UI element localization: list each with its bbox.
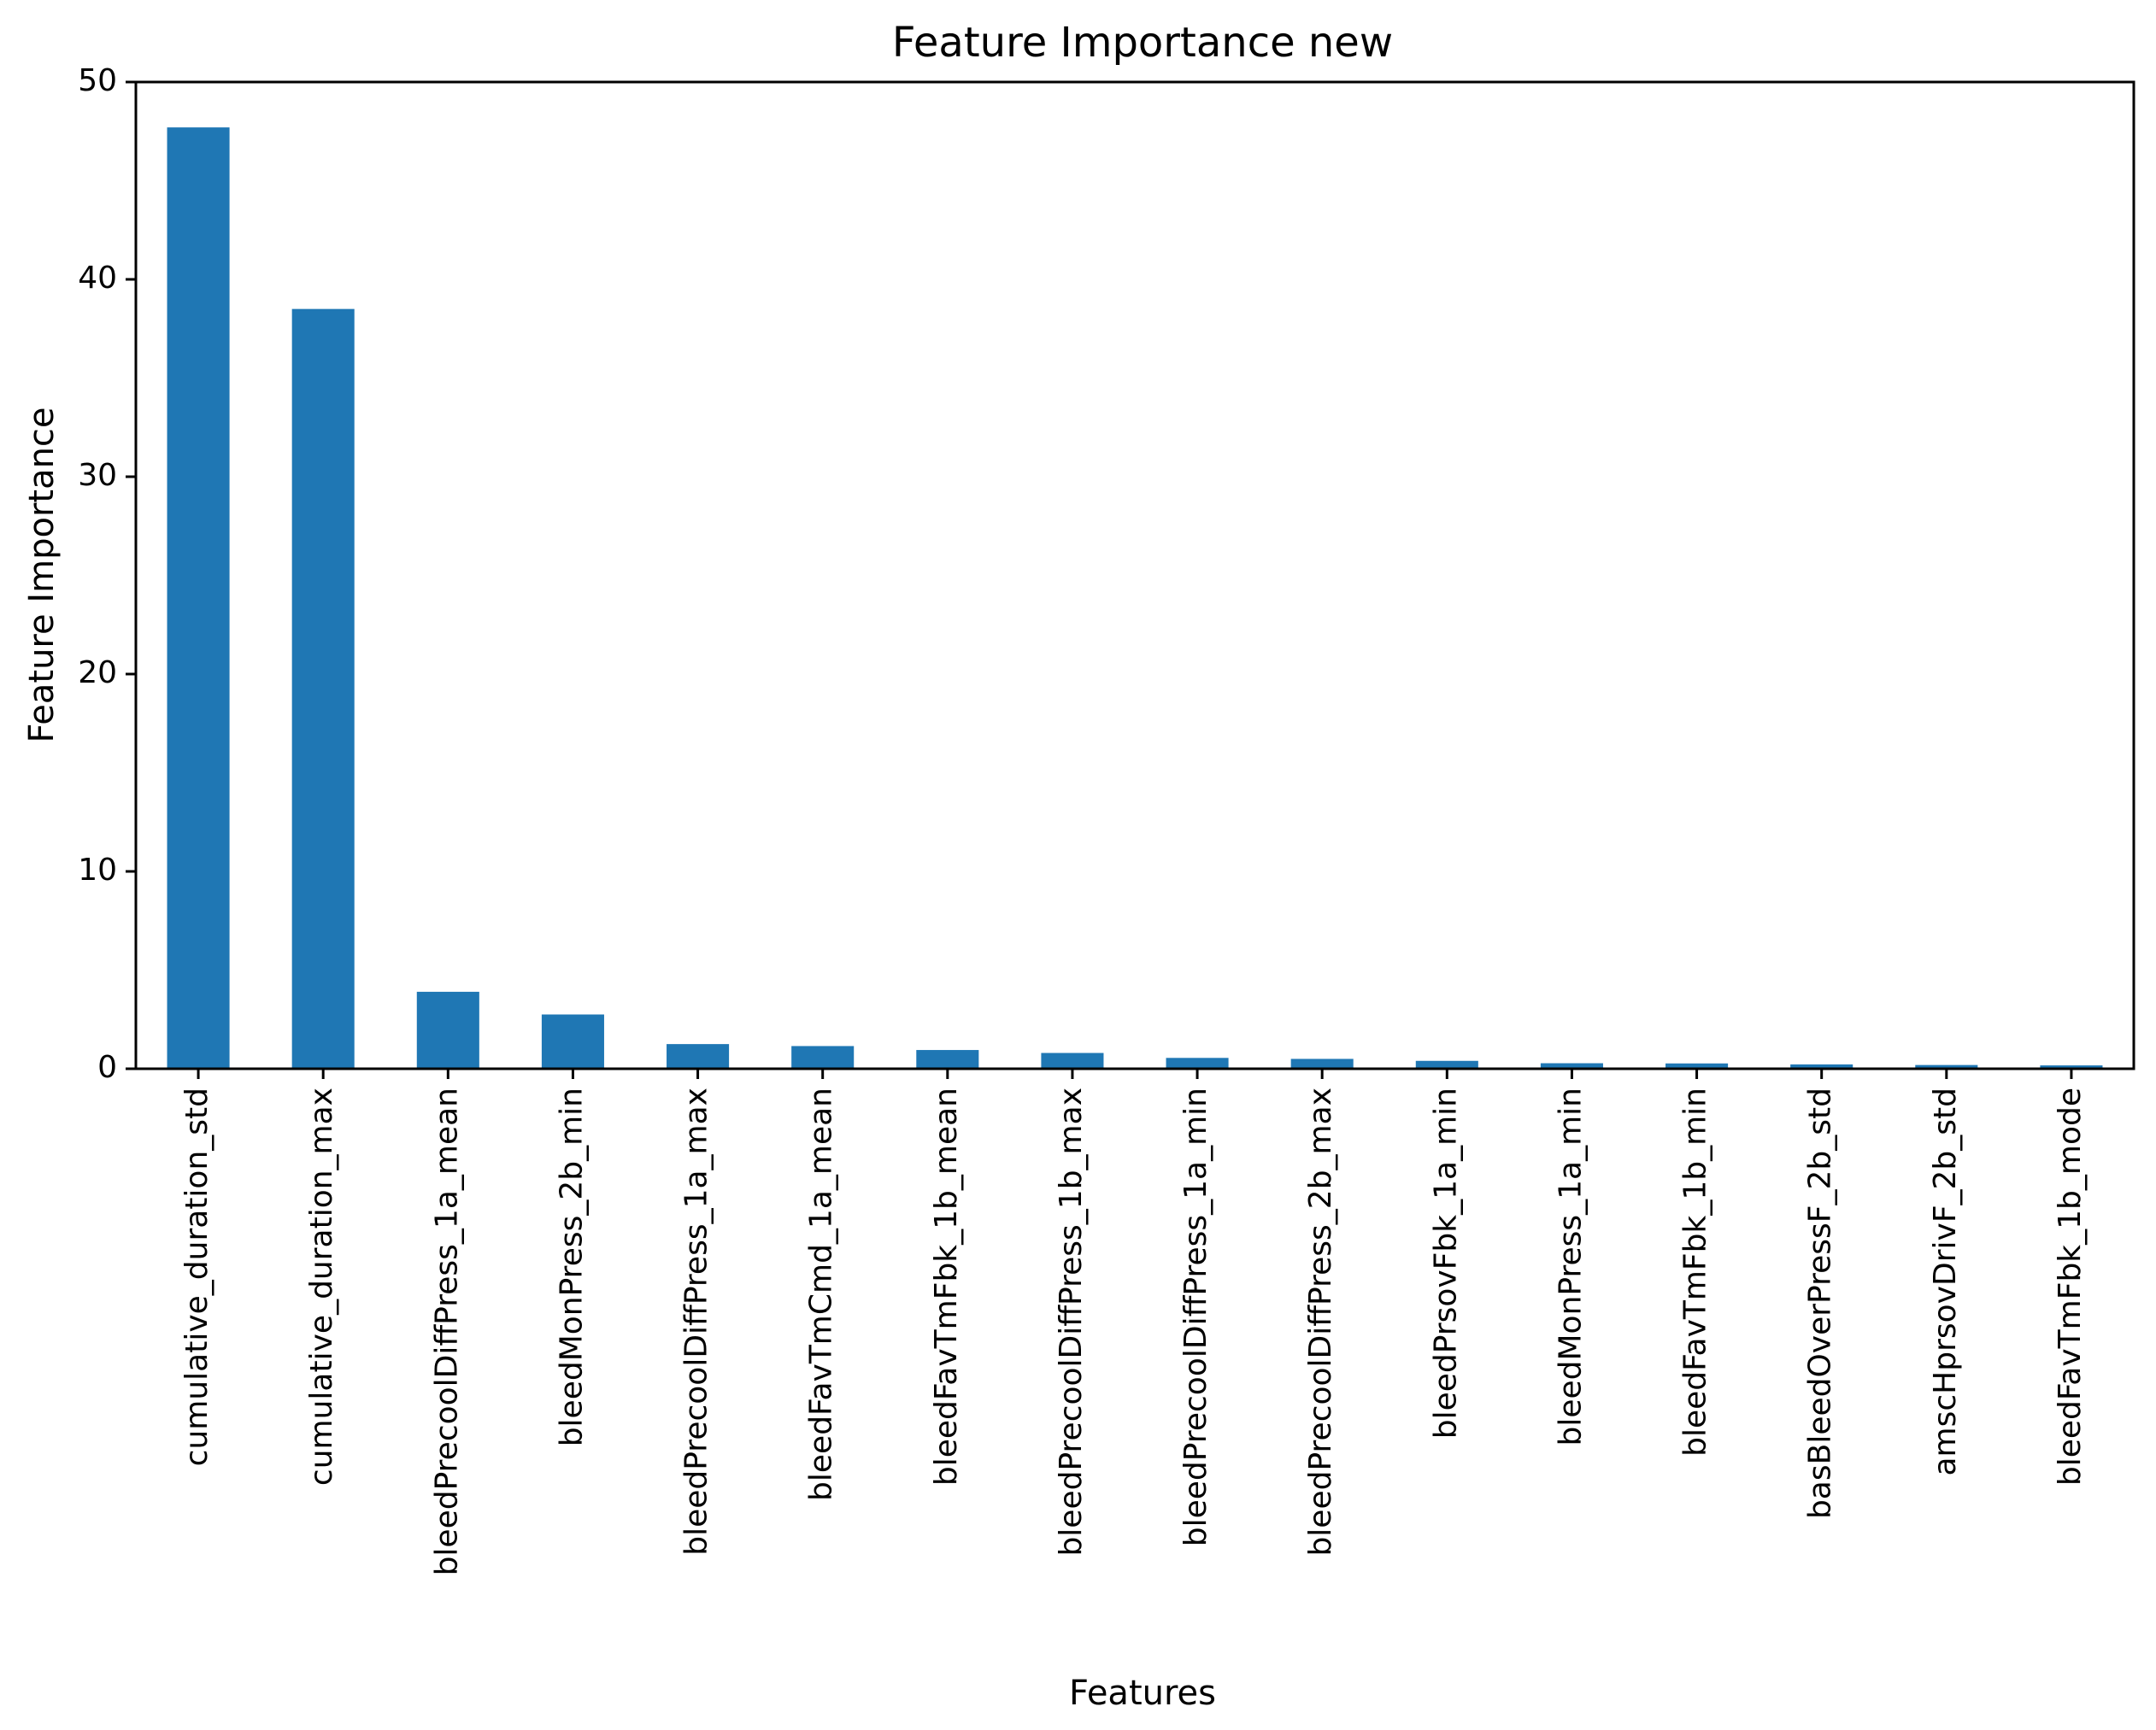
bar-bleedPrsovFbk_1a_min — [1415, 1060, 1478, 1069]
x-tick-label: cumulative_duration_max — [304, 1088, 339, 1486]
x-tick-label: bleedPrecoolDiffPress_2b_max — [1303, 1088, 1338, 1557]
bar-amscHprsovDrivF_2b_std — [1915, 1064, 1978, 1069]
chart-title: Feature Importance new — [892, 19, 1393, 67]
bar-bleedPrecoolDiffPress_1b_max — [1041, 1053, 1104, 1069]
x-tick-label: bleedPrecoolDiffPress_1a_max — [679, 1088, 714, 1556]
x-tick-label: basBleedOverPressF_2b_std — [1803, 1088, 1838, 1519]
x-tick-label: bleedMonPress_2b_min — [554, 1088, 589, 1446]
x-tick-label: bleedFavTmFbk_1b_min — [1678, 1088, 1713, 1457]
y-tick-label: 0 — [97, 1050, 117, 1085]
x-tick-label: bleedPrecoolDiffPress_1b_max — [1054, 1088, 1089, 1557]
bar-bleedMonPress_2b_min — [541, 1014, 604, 1069]
bar-cumulative_duration_max — [291, 308, 355, 1069]
bar-basBleedOverPressF_2b_std — [1790, 1064, 1853, 1069]
x-tick-label: bleedPrecoolDiffPress_1a_mean — [429, 1088, 464, 1575]
x-tick-label: bleedMonPress_1a_min — [1553, 1088, 1588, 1446]
x-tick-label: bleedFavTmFbk_1b_mean — [929, 1088, 964, 1486]
bar-cumulative_duration_std — [167, 127, 230, 1069]
y-tick-label: 40 — [78, 261, 117, 296]
x-tick-label: bleedPrecoolDiffPress_1a_min — [1178, 1088, 1213, 1546]
bar-bleedPrecoolDiffPress_2b_max — [1290, 1059, 1354, 1069]
bars-group — [167, 127, 2103, 1069]
x-tick-label: amscHprsovDrivF_2b_std — [1928, 1088, 1963, 1476]
y-axis: 0 10 20 30 40 50 — [78, 63, 136, 1085]
y-tick-label: 30 — [78, 458, 117, 493]
bar-bleedFavTmFbk_1b_mean — [916, 1050, 979, 1069]
x-axis: cumulative_duration_std cumulative_durati… — [179, 1069, 2088, 1575]
bar-bleedFavTmCmd_1a_mean — [791, 1046, 855, 1069]
x-tick-label: cumulative_duration_std — [179, 1088, 214, 1466]
bar-bleedMonPress_1a_min — [1540, 1063, 1603, 1069]
y-tick-label: 20 — [78, 655, 117, 690]
y-axis-label: Feature Importance — [22, 407, 62, 742]
y-tick-label: 10 — [78, 853, 117, 888]
x-tick-label: bleedFavTmFbk_1b_mode — [2053, 1088, 2088, 1486]
x-tick-label: bleedFavTmCmd_1a_mean — [804, 1088, 839, 1501]
x-axis-label: Features — [1069, 1674, 1216, 1713]
y-tick-label: 50 — [78, 63, 117, 98]
bar-bleedFavTmFbk_1b_mode — [2040, 1065, 2103, 1069]
bar-bleedPrecoolDiffPress_1a_mean — [416, 991, 479, 1069]
bar-bleedPrecoolDiffPress_1a_min — [1166, 1058, 1229, 1069]
bar-bleedFavTmFbk_1b_min — [1665, 1063, 1729, 1069]
x-tick-label: bleedPrsovFbk_1a_min — [1428, 1088, 1463, 1439]
plot-frame — [134, 80, 2135, 1070]
bar-bleedPrecoolDiffPress_1a_max — [667, 1044, 730, 1069]
